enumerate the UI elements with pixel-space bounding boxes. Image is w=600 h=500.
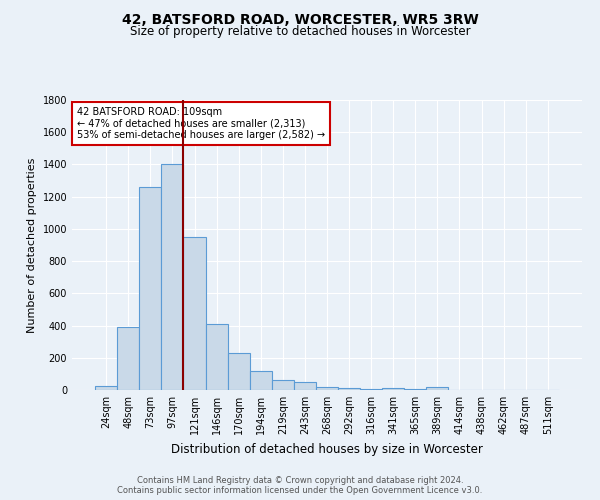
Bar (272, 380, 294, 390)
Y-axis label: Number of detached properties: Number of detached properties (27, 158, 37, 332)
Bar (139, 187, 161, 390)
Text: Size of property relative to detached houses in Worcester: Size of property relative to detached ho… (130, 25, 470, 38)
Bar (117, 327, 139, 390)
Bar (206, 324, 227, 390)
Bar (161, 164, 184, 390)
Text: 42 BATSFORD ROAD: 109sqm
← 47% of detached houses are smaller (2,313)
53% of sem: 42 BATSFORD ROAD: 109sqm ← 47% of detach… (77, 108, 325, 140)
X-axis label: Distribution of detached houses by size in Worcester: Distribution of detached houses by size … (171, 442, 483, 456)
Bar (316, 387, 338, 390)
Bar (404, 389, 427, 390)
Bar (250, 372, 272, 390)
Bar (95, 386, 117, 390)
Text: 42, BATSFORD ROAD, WORCESTER, WR5 3RW: 42, BATSFORD ROAD, WORCESTER, WR5 3RW (122, 12, 478, 26)
Bar (427, 387, 448, 390)
Bar (184, 237, 206, 390)
Text: Contains HM Land Registry data © Crown copyright and database right 2024.
Contai: Contains HM Land Registry data © Crown c… (118, 476, 482, 495)
Bar (338, 388, 360, 390)
Bar (227, 353, 250, 390)
Bar (360, 388, 382, 390)
Bar (382, 388, 404, 390)
Bar (294, 382, 316, 390)
